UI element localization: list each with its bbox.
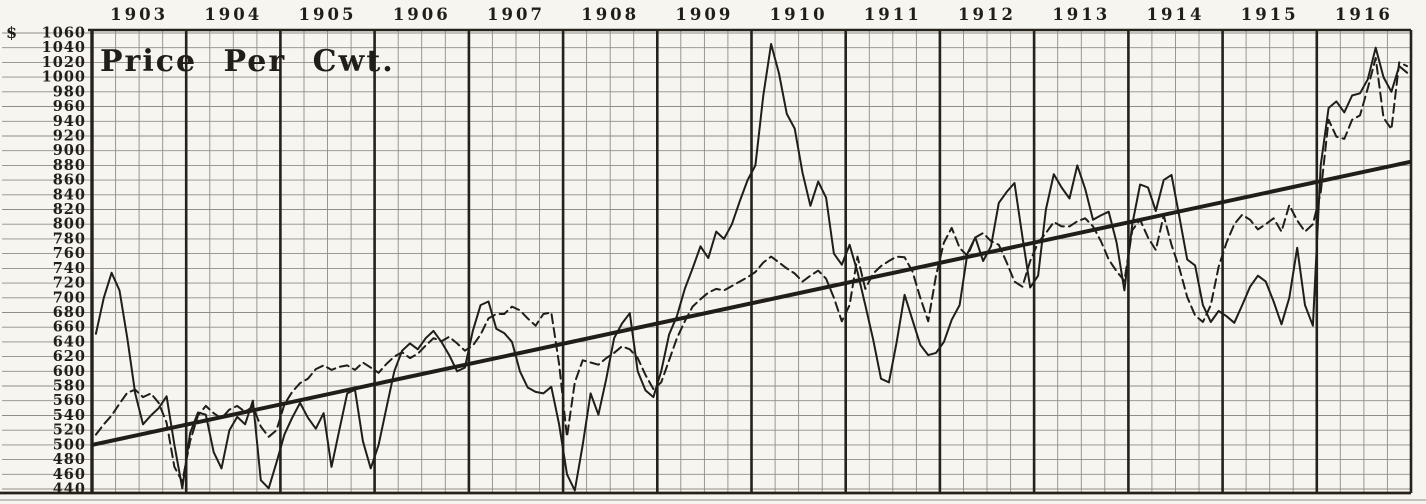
y-axis-label: 720	[53, 275, 86, 292]
y-axis-label: 460	[53, 466, 86, 483]
y-axis-label: 1060	[42, 25, 86, 42]
currency-symbol: $	[6, 23, 17, 42]
year-label: 1908	[581, 5, 639, 24]
chart-title: Price Per Cwt.	[100, 44, 395, 79]
year-label: 1906	[393, 5, 451, 24]
y-axis-label: 680	[53, 304, 86, 321]
y-axis-label: 1000	[42, 69, 86, 86]
y-axis-label: 480	[53, 451, 86, 468]
y-axis-label: 840	[53, 186, 86, 203]
y-axis-label: 780	[53, 230, 86, 247]
y-axis-label: 960	[53, 98, 86, 115]
year-label: 1904	[204, 5, 262, 24]
year-label: 1915	[1241, 5, 1299, 24]
year-label: 1903	[110, 5, 168, 24]
y-axis-label: 860	[53, 172, 86, 189]
y-axis-label: 800	[53, 216, 86, 233]
solid-price-line	[94, 43, 1409, 492]
dashed-price-line	[94, 57, 1409, 483]
y-axis-label: 980	[53, 83, 86, 100]
year-label: 1913	[1052, 5, 1110, 24]
y-axis-label: 640	[53, 333, 86, 350]
y-axis-label: 440	[53, 481, 86, 498]
y-axis-label: 740	[53, 260, 86, 277]
y-axis-label: 1020	[42, 54, 86, 71]
year-label: 1909	[675, 5, 733, 24]
y-axis-label: 600	[53, 363, 86, 380]
year-label: 1916	[1335, 5, 1393, 24]
y-axis-label: 620	[53, 348, 86, 365]
y-axis-label: 820	[53, 201, 86, 218]
y-axis-label: 1040	[42, 39, 86, 56]
year-label: 1912	[958, 5, 1016, 24]
y-axis-label: 940	[53, 113, 86, 130]
y-axis-label: 880	[53, 157, 86, 174]
y-axis-label: 760	[53, 245, 86, 262]
y-axis-label: 660	[53, 319, 86, 336]
trend-line	[91, 159, 1412, 447]
year-label: 1905	[299, 5, 357, 24]
y-axis-label: 700	[53, 289, 86, 306]
year-label: 1914	[1147, 5, 1205, 24]
y-axis-label: 580	[53, 378, 86, 395]
y-axis-label: 520	[53, 422, 86, 439]
year-label: 1911	[864, 5, 922, 24]
y-axis-label: 500	[53, 436, 86, 453]
year-label: 1910	[770, 5, 828, 24]
y-axis-label: 540	[53, 407, 86, 424]
y-axis-label: 900	[53, 142, 86, 159]
y-axis-label: 560	[53, 392, 86, 409]
year-label: 1907	[487, 5, 545, 24]
y-axis-label: 920	[53, 128, 86, 145]
